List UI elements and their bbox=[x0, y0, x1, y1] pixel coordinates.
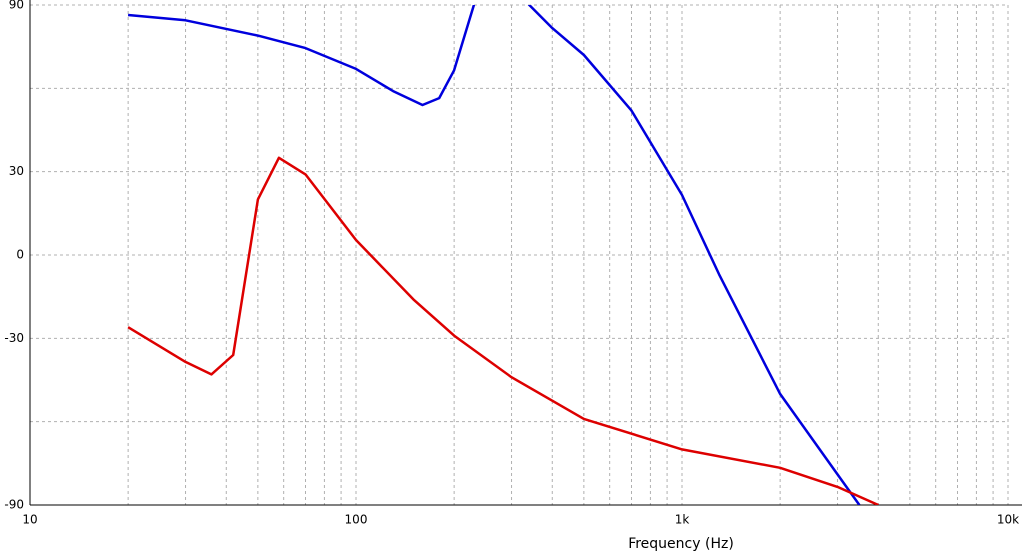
x-axis-label: Frequency (Hz) bbox=[628, 536, 734, 552]
x-tick-label: 1k bbox=[675, 513, 690, 527]
y-tick-label: 0 bbox=[16, 248, 24, 262]
series-line bbox=[127, 156, 879, 505]
x-tick-label: 10 bbox=[22, 513, 37, 527]
x-tick-label: 100 bbox=[345, 513, 368, 527]
series-line bbox=[127, 5, 861, 505]
plot-area bbox=[127, 5, 879, 505]
y-tick-label: -90 bbox=[4, 498, 24, 512]
x-tick-label: 10k bbox=[997, 513, 1019, 527]
y-tick-label: 30 bbox=[9, 164, 24, 178]
y-tick-label: -30 bbox=[4, 331, 24, 345]
y-tick-label: 90 bbox=[9, 0, 24, 12]
